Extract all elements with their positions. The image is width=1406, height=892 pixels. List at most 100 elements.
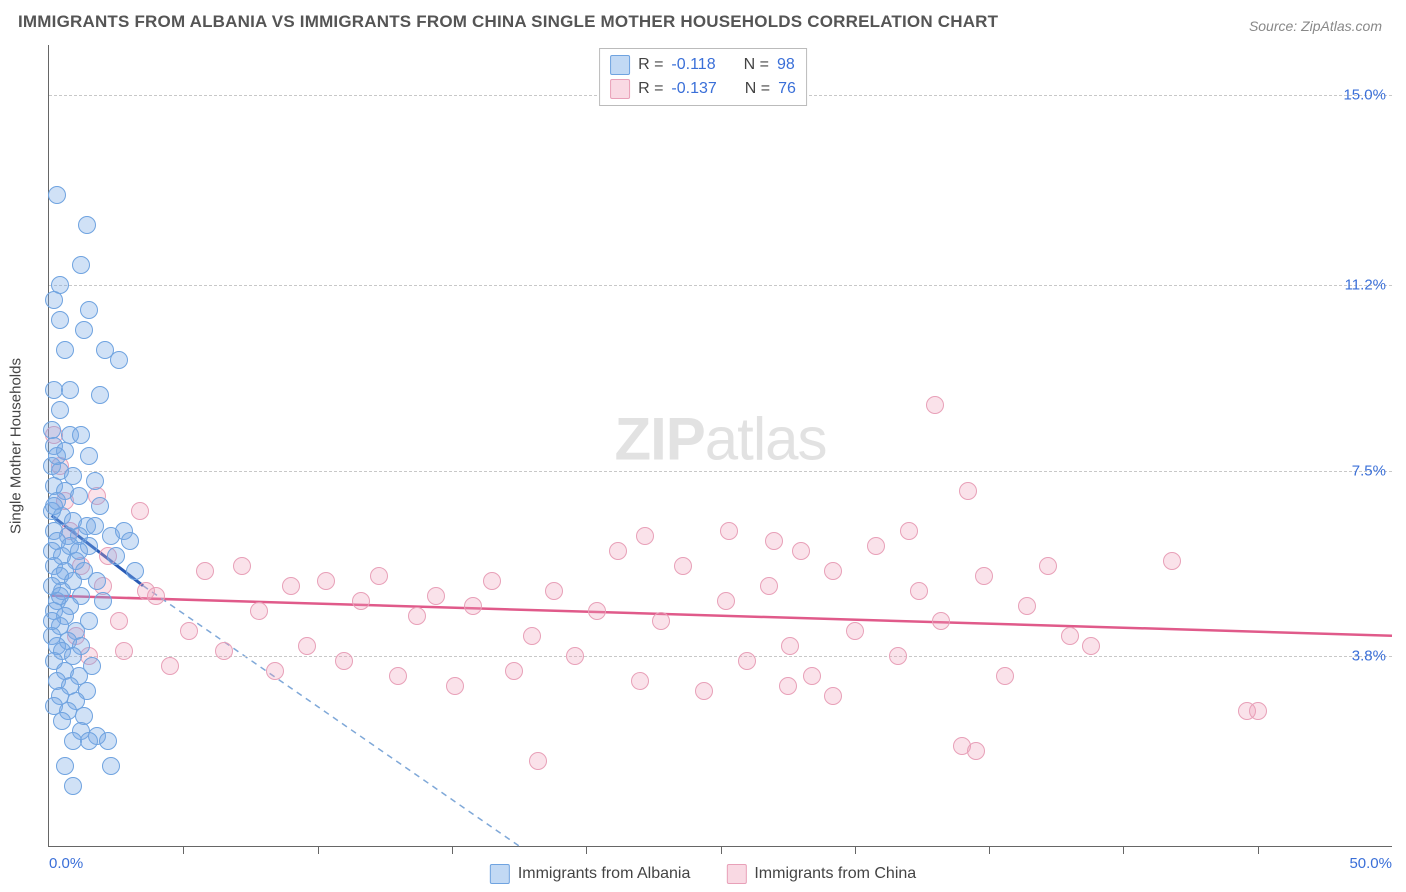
albania-marker [53,712,71,730]
albania-marker [43,612,61,630]
r-value-china: -0.137 [671,77,716,101]
albania-marker [86,472,104,490]
china-marker [720,522,738,540]
x-tick-label-right: 50.0% [1349,855,1392,872]
series-legend: Immigrants from Albania Immigrants from … [490,864,916,884]
albania-marker [51,311,69,329]
china-marker [566,647,584,665]
albania-marker [51,587,69,605]
stats-row-albania: R = -0.118 N = 98 [610,53,796,77]
watermark: ZIPatlas [614,404,826,473]
albania-marker [45,497,63,515]
china-marker [900,522,918,540]
stats-legend: R = -0.118 N = 98 R = -0.137 N = 76 [599,48,807,106]
china-marker [717,592,735,610]
albania-marker [56,757,74,775]
china-marker [282,577,300,595]
china-marker [427,587,445,605]
y-tick-label: 3.8% [1352,647,1386,664]
china-marker [196,562,214,580]
albania-marker [88,572,106,590]
china-marker [765,532,783,550]
china-marker [161,657,179,675]
china-marker [996,667,1014,685]
china-marker [389,667,407,685]
y-tick-label: 15.0% [1343,87,1386,104]
y-axis-label: Single Mother Households [8,358,25,534]
china-marker [180,622,198,640]
r-label: R = [638,53,663,77]
china-marker [636,527,654,545]
china-marker [967,742,985,760]
gridline [49,285,1392,286]
albania-marker [61,381,79,399]
gridline [49,471,1392,472]
china-marker [824,687,842,705]
china-marker [932,612,950,630]
china-marker [110,612,128,630]
x-tick [1258,846,1259,854]
china-marker [803,667,821,685]
albania-marker [45,291,63,309]
china-marker [233,557,251,575]
china-marker [867,537,885,555]
china-marker [335,652,353,670]
albania-marker [72,426,90,444]
china-marker [446,677,464,695]
albania-marker [121,532,139,550]
china-marker [1018,597,1036,615]
china-marker [738,652,756,670]
albania-marker [48,186,66,204]
china-marker [1163,552,1181,570]
albania-marker [80,301,98,319]
china-marker [505,662,523,680]
legend-label-albania: Immigrants from Albania [518,865,691,883]
swatch-albania-icon [490,864,510,884]
china-marker [1249,702,1267,720]
x-tick [318,846,319,854]
china-marker [959,482,977,500]
x-tick [721,846,722,854]
china-marker [1039,557,1057,575]
china-marker [115,642,133,660]
r-value-albania: -0.118 [671,53,715,77]
china-marker [317,572,335,590]
n-label: N = [744,53,769,77]
albania-marker [99,732,117,750]
stats-row-china: R = -0.137 N = 76 [610,77,796,101]
albania-marker [86,517,104,535]
albania-marker [72,256,90,274]
x-tick [586,846,587,854]
swatch-albania-icon [610,55,630,75]
albania-marker [75,321,93,339]
source-label: Source: ZipAtlas.com [1249,18,1382,34]
y-tick-label: 11.2% [1345,277,1386,294]
r-label: R = [638,77,663,101]
swatch-china-icon [726,864,746,884]
albania-marker [80,447,98,465]
albania-marker [48,447,66,465]
china-marker [370,567,388,585]
albania-marker [91,497,109,515]
china-marker [545,582,563,600]
china-marker [408,607,426,625]
china-marker [781,637,799,655]
china-marker [674,557,692,575]
china-marker [889,647,907,665]
china-marker [137,582,155,600]
china-marker [483,572,501,590]
china-marker [910,582,928,600]
trend-lines [49,45,1392,846]
chart-title: IMMIGRANTS FROM ALBANIA VS IMMIGRANTS FR… [18,12,998,32]
china-marker [760,577,778,595]
y-tick-label: 7.5% [1352,462,1386,479]
albania-marker [80,732,98,750]
china-marker [1082,637,1100,655]
gridline [49,656,1392,657]
china-marker [652,612,670,630]
albania-marker [70,487,88,505]
china-marker [352,592,370,610]
albania-marker [56,341,74,359]
china-marker [792,542,810,560]
albania-marker [78,216,96,234]
